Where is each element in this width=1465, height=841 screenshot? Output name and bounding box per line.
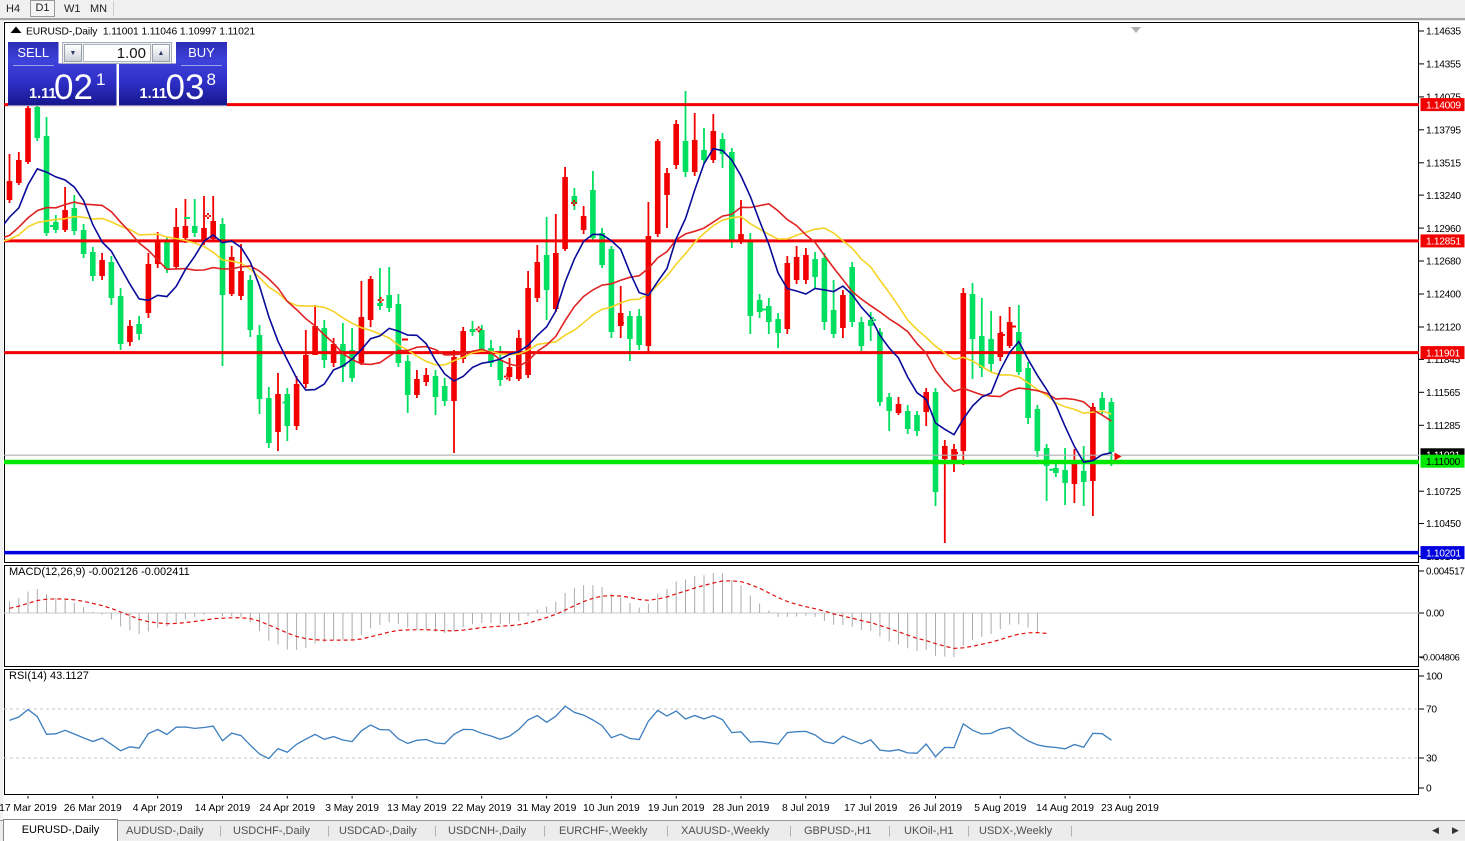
svg-text:70: 70 xyxy=(1426,705,1437,716)
svg-text:1.11845: 1.11845 xyxy=(1426,355,1461,366)
svg-text:-0.004806: -0.004806 xyxy=(1420,652,1460,663)
svg-text:31 May 2019: 31 May 2019 xyxy=(517,803,577,814)
svg-text:26 Mar 2019: 26 Mar 2019 xyxy=(64,803,122,814)
svg-text:13 May 2019: 13 May 2019 xyxy=(387,803,447,814)
svg-text:8 Jul 2019: 8 Jul 2019 xyxy=(782,803,830,814)
svg-text:1.11285: 1.11285 xyxy=(1426,421,1461,432)
svg-text:3 May 2019: 3 May 2019 xyxy=(325,803,379,814)
svg-text:1.12400: 1.12400 xyxy=(1426,290,1461,301)
svg-text:RSI(14) 43.1127: RSI(14) 43.1127 xyxy=(9,670,89,682)
svg-text:EURUSD-,Daily 1.11001 1.11046: EURUSD-,Daily 1.11001 1.11046 1.10997 1.… xyxy=(26,27,255,38)
svg-text:1.12120: 1.12120 xyxy=(1426,323,1461,334)
svg-text:0: 0 xyxy=(1426,784,1432,795)
svg-text:0.004517: 0.004517 xyxy=(1426,567,1464,578)
svg-text:1.10725: 1.10725 xyxy=(1426,487,1461,498)
svg-text:1.11565: 1.11565 xyxy=(1426,388,1461,399)
svg-text:4 Apr 2019: 4 Apr 2019 xyxy=(133,803,183,814)
svg-text:0.00: 0.00 xyxy=(1426,609,1445,620)
svg-text:MACD(12,26,9) -0.002126 -0.002: MACD(12,26,9) -0.002126 -0.002411 xyxy=(9,566,190,578)
svg-text:1.10201: 1.10201 xyxy=(1426,548,1461,559)
svg-text:1.12680: 1.12680 xyxy=(1426,257,1461,268)
svg-text:14 Aug 2019: 14 Aug 2019 xyxy=(1036,803,1094,814)
svg-text:30: 30 xyxy=(1426,754,1437,765)
svg-text:10 Jun 2019: 10 Jun 2019 xyxy=(583,803,640,814)
svg-text:17 Jul 2019: 17 Jul 2019 xyxy=(844,803,898,814)
svg-text:24 Apr 2019: 24 Apr 2019 xyxy=(260,803,316,814)
svg-text:1.13240: 1.13240 xyxy=(1426,191,1461,202)
svg-text:1.12960: 1.12960 xyxy=(1426,224,1461,235)
svg-text:17 Mar 2019: 17 Mar 2019 xyxy=(0,803,57,814)
svg-text:23 Aug 2019: 23 Aug 2019 xyxy=(1101,803,1159,814)
svg-text:19 Jun 2019: 19 Jun 2019 xyxy=(648,803,705,814)
svg-text:1.12851: 1.12851 xyxy=(1426,237,1461,248)
svg-text:1.11901: 1.11901 xyxy=(1426,348,1461,359)
svg-text:28 Jun 2019: 28 Jun 2019 xyxy=(713,803,770,814)
svg-text:5 Aug 2019: 5 Aug 2019 xyxy=(974,803,1026,814)
svg-text:1.13515: 1.13515 xyxy=(1426,159,1461,170)
svg-text:26 Jul 2019: 26 Jul 2019 xyxy=(909,803,963,814)
svg-text:1.11000: 1.11000 xyxy=(1426,457,1461,468)
svg-text:1.14009: 1.14009 xyxy=(1426,100,1461,111)
svg-text:1.10450: 1.10450 xyxy=(1426,519,1461,530)
svg-text:1.14355: 1.14355 xyxy=(1426,60,1461,71)
svg-text:1.13795: 1.13795 xyxy=(1426,126,1461,137)
svg-text:22 May 2019: 22 May 2019 xyxy=(452,803,512,814)
svg-text:100: 100 xyxy=(1426,672,1443,683)
svg-text:1.14635: 1.14635 xyxy=(1426,27,1461,38)
svg-text:14 Apr 2019: 14 Apr 2019 xyxy=(195,803,251,814)
